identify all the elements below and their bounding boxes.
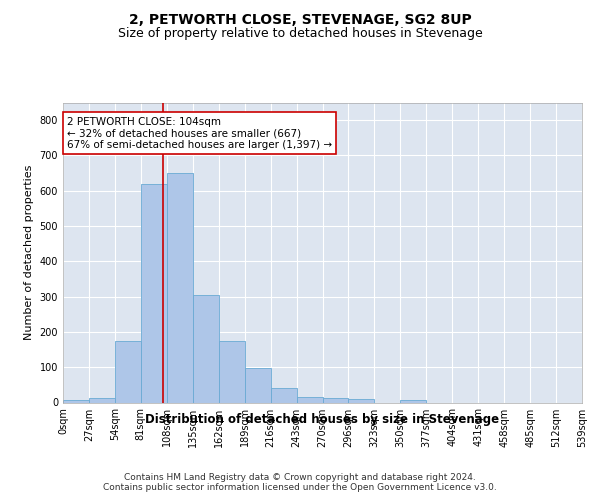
Bar: [271, 388, 296, 402]
Bar: [63, 400, 89, 402]
Bar: [219, 340, 245, 402]
Bar: [349, 399, 374, 402]
Text: Contains HM Land Registry data © Crown copyright and database right 2024.
Contai: Contains HM Land Registry data © Crown c…: [103, 473, 497, 492]
Y-axis label: Number of detached properties: Number of detached properties: [24, 165, 34, 340]
Text: 2, PETWORTH CLOSE, STEVENAGE, SG2 8UP: 2, PETWORTH CLOSE, STEVENAGE, SG2 8UP: [128, 12, 472, 26]
Bar: [323, 398, 349, 402]
Bar: [141, 184, 167, 402]
Bar: [167, 173, 193, 402]
Bar: [296, 397, 323, 402]
Bar: [245, 368, 271, 402]
Text: Size of property relative to detached houses in Stevenage: Size of property relative to detached ho…: [118, 28, 482, 40]
Bar: [115, 340, 141, 402]
Bar: [400, 400, 426, 402]
Bar: [89, 398, 115, 402]
Bar: [193, 295, 218, 403]
Text: Distribution of detached houses by size in Stevenage: Distribution of detached houses by size …: [145, 412, 499, 426]
Text: 2 PETWORTH CLOSE: 104sqm
← 32% of detached houses are smaller (667)
67% of semi-: 2 PETWORTH CLOSE: 104sqm ← 32% of detach…: [67, 116, 332, 150]
